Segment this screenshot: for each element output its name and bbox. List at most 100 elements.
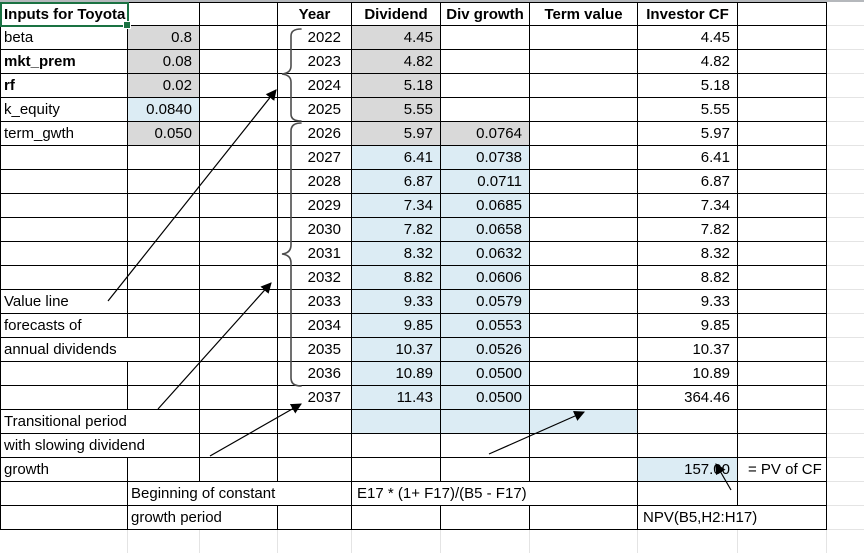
input-value[interactable]: 0.0840	[128, 98, 200, 122]
cell[interactable]	[200, 266, 278, 290]
cell[interactable]	[200, 458, 278, 482]
cell[interactable]	[827, 2, 864, 26]
cell[interactable]	[738, 266, 827, 290]
term-value-cell[interactable]	[530, 98, 638, 122]
term-value-cell[interactable]	[530, 386, 638, 410]
cell[interactable]	[827, 74, 864, 98]
cell[interactable]	[200, 50, 278, 74]
dividend-cell[interactable]: 5.18	[352, 74, 441, 98]
cell[interactable]	[827, 50, 864, 74]
term-value-cell[interactable]	[530, 146, 638, 170]
investor-cf-cell[interactable]: 6.87	[638, 170, 738, 194]
cell[interactable]	[200, 26, 278, 50]
npv-formula[interactable]: NPV(B5,H2:H17)	[638, 506, 827, 530]
cell[interactable]	[0, 506, 128, 530]
dividend-cell[interactable]: 4.45	[352, 26, 441, 50]
cell[interactable]	[738, 194, 827, 218]
term-value-cell[interactable]	[530, 266, 638, 290]
cell[interactable]	[738, 482, 827, 506]
cell[interactable]	[200, 146, 278, 170]
cell[interactable]	[738, 170, 827, 194]
cell[interactable]	[738, 146, 827, 170]
cell[interactable]	[738, 386, 827, 410]
cell[interactable]	[352, 530, 441, 553]
cell[interactable]	[128, 146, 200, 170]
term-value-cell[interactable]	[530, 338, 638, 362]
term-value-cell[interactable]	[530, 242, 638, 266]
term-value-cell[interactable]	[530, 170, 638, 194]
term-value-cell[interactable]	[530, 314, 638, 338]
dividend-cell[interactable]: 5.97	[352, 122, 441, 146]
cell[interactable]	[738, 98, 827, 122]
input-label[interactable]: mkt_prem	[0, 50, 128, 74]
div-growth-cell[interactable]: 0.0526	[441, 338, 530, 362]
input-value[interactable]: 0.050	[128, 122, 200, 146]
cell[interactable]	[128, 314, 200, 338]
cell[interactable]	[827, 410, 864, 434]
cell[interactable]	[200, 122, 278, 146]
cell[interactable]	[352, 434, 441, 458]
cell[interactable]	[200, 242, 278, 266]
dividend-cell[interactable]: 9.85	[352, 314, 441, 338]
term-value-cell[interactable]	[530, 74, 638, 98]
cell[interactable]	[0, 530, 128, 553]
cell[interactable]	[827, 194, 864, 218]
cell[interactable]	[738, 434, 827, 458]
investor-cf-cell[interactable]: 9.85	[638, 314, 738, 338]
div-growth-cell[interactable]: 0.0711	[441, 170, 530, 194]
cell[interactable]	[638, 530, 738, 553]
cell[interactable]	[738, 2, 827, 26]
cell[interactable]	[441, 530, 530, 553]
cell[interactable]	[827, 290, 864, 314]
cell[interactable]	[128, 290, 200, 314]
label-value-line[interactable]: annual dividends	[0, 338, 200, 362]
div-growth-cell[interactable]: 0.0500	[441, 386, 530, 410]
div-growth-cell[interactable]	[441, 26, 530, 50]
terminal-value-formula[interactable]: E17 * (1+ F17)/(B5 - F17)	[352, 482, 638, 506]
cell[interactable]	[827, 314, 864, 338]
cell[interactable]	[200, 314, 278, 338]
input-label[interactable]: term_gwth	[0, 122, 128, 146]
cell[interactable]	[128, 194, 200, 218]
year-cell[interactable]: 2024	[278, 74, 352, 98]
dividend-cell[interactable]: 10.37	[352, 338, 441, 362]
cell[interactable]	[827, 26, 864, 50]
dividend-cell[interactable]: 4.82	[352, 50, 441, 74]
year-cell[interactable]	[278, 410, 352, 434]
term-value-cell[interactable]	[530, 290, 638, 314]
cell[interactable]	[128, 362, 200, 386]
investor-cf-cell[interactable]: 4.82	[638, 50, 738, 74]
term-value-cell[interactable]	[530, 50, 638, 74]
label-constant-growth[interactable]: Beginning of constant	[128, 482, 352, 506]
year-cell[interactable]: 2037	[278, 386, 352, 410]
label-transitional[interactable]: growth	[0, 458, 128, 482]
div-growth-cell[interactable]: 0.0579	[441, 290, 530, 314]
input-value[interactable]: 0.08	[128, 50, 200, 74]
cell[interactable]	[200, 290, 278, 314]
div-growth-cell[interactable]	[441, 74, 530, 98]
cell[interactable]	[638, 434, 738, 458]
cell[interactable]	[128, 266, 200, 290]
term-value-cell[interactable]	[530, 218, 638, 242]
investor-cf-cell[interactable]: 7.82	[638, 218, 738, 242]
year-cell[interactable]: 2025	[278, 98, 352, 122]
year-cell[interactable]: 2022	[278, 26, 352, 50]
cell[interactable]	[0, 362, 128, 386]
cell[interactable]	[827, 146, 864, 170]
cell[interactable]	[128, 386, 200, 410]
year-cell[interactable]: 2031	[278, 242, 352, 266]
cell[interactable]	[200, 2, 278, 26]
dividend-cell[interactable]: 7.34	[352, 194, 441, 218]
term-value-cell[interactable]	[530, 410, 638, 434]
year-cell[interactable]: 2027	[278, 146, 352, 170]
year-cell[interactable]: 2036	[278, 362, 352, 386]
div-growth-cell[interactable]: 0.0658	[441, 218, 530, 242]
cell[interactable]	[441, 434, 530, 458]
dividend-cell[interactable]: 6.41	[352, 146, 441, 170]
label-value-line[interactable]: forecasts of	[0, 314, 128, 338]
cell[interactable]	[827, 458, 864, 482]
cell[interactable]	[738, 26, 827, 50]
cell[interactable]	[738, 338, 827, 362]
cell[interactable]	[827, 266, 864, 290]
div-growth-cell[interactable]	[441, 98, 530, 122]
